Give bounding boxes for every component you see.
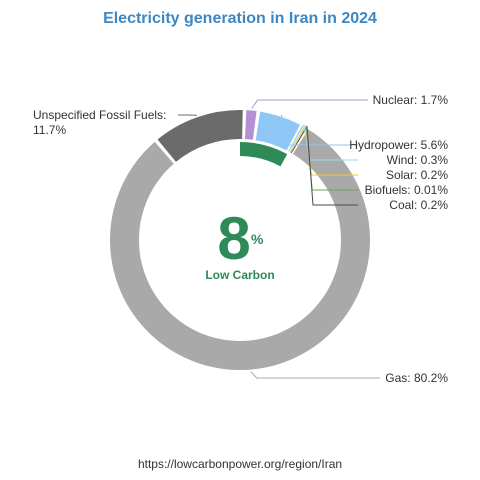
- leader-line-gas: [250, 371, 380, 379]
- label-gas: Gas: 80.2%: [385, 371, 448, 385]
- label-hydropower: Hydropower: 5.6%: [349, 138, 448, 152]
- leader-line-hydropower: [280, 114, 358, 146]
- leader-line-coal: [306, 126, 358, 206]
- source-url: https://lowcarbonpower.org/region/Iran: [137, 457, 343, 471]
- leader-line-nuclear: [251, 99, 368, 109]
- label-wind: Wind: 0.3%: [387, 153, 449, 167]
- low-carbon-arc: [240, 142, 288, 167]
- slice-unspecified-fossil-fuels[interactable]: [157, 110, 243, 162]
- label-unspecified-fossil-fuels: Unspecified Fossil Fuels: 11.7%: [33, 108, 166, 137]
- label-solar: Solar: 0.2%: [386, 168, 448, 182]
- slice-coal[interactable]: [290, 127, 307, 154]
- slice-nuclear[interactable]: [244, 110, 257, 140]
- label-biofuels: Biofuels: 0.01%: [365, 183, 449, 197]
- label-coal: Coal: 0.2%: [389, 198, 448, 212]
- slice-hydropower[interactable]: [255, 111, 301, 151]
- low-carbon-percent-unit: %: [251, 231, 264, 247]
- chart-title: Electricity generation in Iran in 2024: [103, 10, 377, 27]
- slice-biofuels[interactable]: [290, 127, 306, 153]
- low-carbon-percent-value: 8: [217, 205, 250, 272]
- label-nuclear: Nuclear: 1.7%: [373, 93, 449, 107]
- slice-solar[interactable]: [289, 126, 305, 153]
- low-carbon-label: Low Carbon: [205, 268, 274, 282]
